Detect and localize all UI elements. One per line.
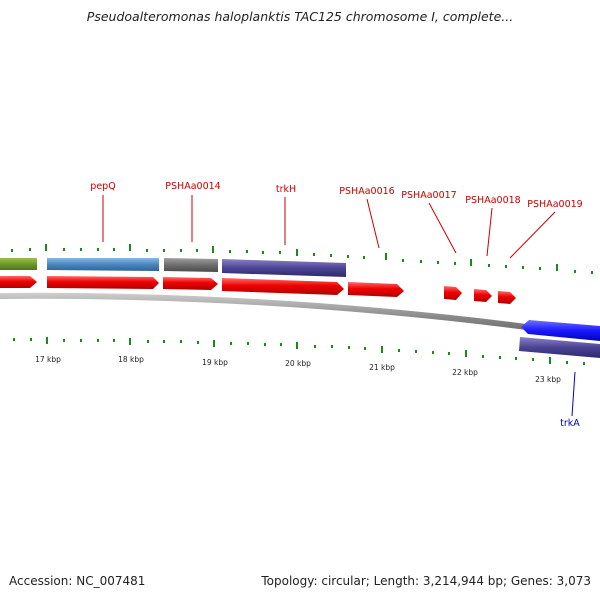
gene-label-pshaa0018: PSHAa0018	[465, 195, 520, 206]
gene-label-trkh: trkH	[276, 184, 296, 195]
gene-label-pshaa0017: PSHAa0017	[401, 190, 456, 201]
kbp-label: 22 kbp	[452, 368, 478, 377]
cds-arrow	[163, 277, 218, 290]
genome-summary-text: Topology: circular; Length: 3,214,944 bp…	[261, 574, 591, 588]
accession-text: Accession: NC_007481	[9, 574, 146, 588]
kbp-labels: 17 kbp 18 kbp 19 kbp 20 kbp 21 kbp 22 kb…	[35, 355, 561, 384]
gene-labels: pepQ PSHAa0014 trkH PSHAa0016 PSHAa0017 …	[90, 181, 582, 429]
kbp-label: 18 kbp	[118, 355, 144, 364]
gene-label-trka: trkA	[560, 418, 580, 429]
feature-trkh	[222, 259, 346, 277]
genome-backbone	[0, 292, 600, 340]
kbp-label: 20 kbp	[285, 359, 311, 368]
kbp-label: 17 kbp	[35, 355, 61, 364]
kbp-label: 23 kbp	[535, 375, 561, 384]
gene-label-pshaa0014: PSHAa0014	[165, 181, 220, 192]
cds-arrow	[348, 282, 404, 297]
map-title: Pseudoalteromonas haloplanktis TAC125 ch…	[86, 9, 514, 24]
feature-trka	[519, 337, 600, 358]
label-leaders-reverse	[571, 371, 576, 417]
cds-arrow	[498, 291, 516, 304]
gene-label-pshaa0016: PSHAa0016	[339, 186, 394, 197]
gene-label-pepq: pepQ	[90, 181, 115, 192]
kbp-label: 21 kbp	[369, 363, 395, 372]
cds-arrow-reverse	[521, 320, 600, 341]
label-leaders-forward	[102, 195, 556, 259]
cds-arrow	[474, 289, 492, 302]
reverse-cds-track	[519, 320, 600, 358]
forward-cds-track	[0, 276, 516, 304]
cds-arrow	[0, 276, 37, 288]
feature-track-upper	[0, 258, 346, 277]
cds-arrow	[47, 276, 159, 289]
feature-pepq	[47, 258, 159, 271]
outer-ticks	[11, 244, 593, 274]
cds-arrow	[444, 286, 462, 300]
gene-label-pshaa0019: PSHAa0019	[527, 199, 582, 210]
inner-ticks	[13, 337, 585, 365]
kbp-label: 19 kbp	[202, 358, 228, 367]
cds-arrow	[222, 278, 344, 295]
feature-pshaa0014	[164, 258, 218, 272]
feature-green	[0, 258, 37, 270]
